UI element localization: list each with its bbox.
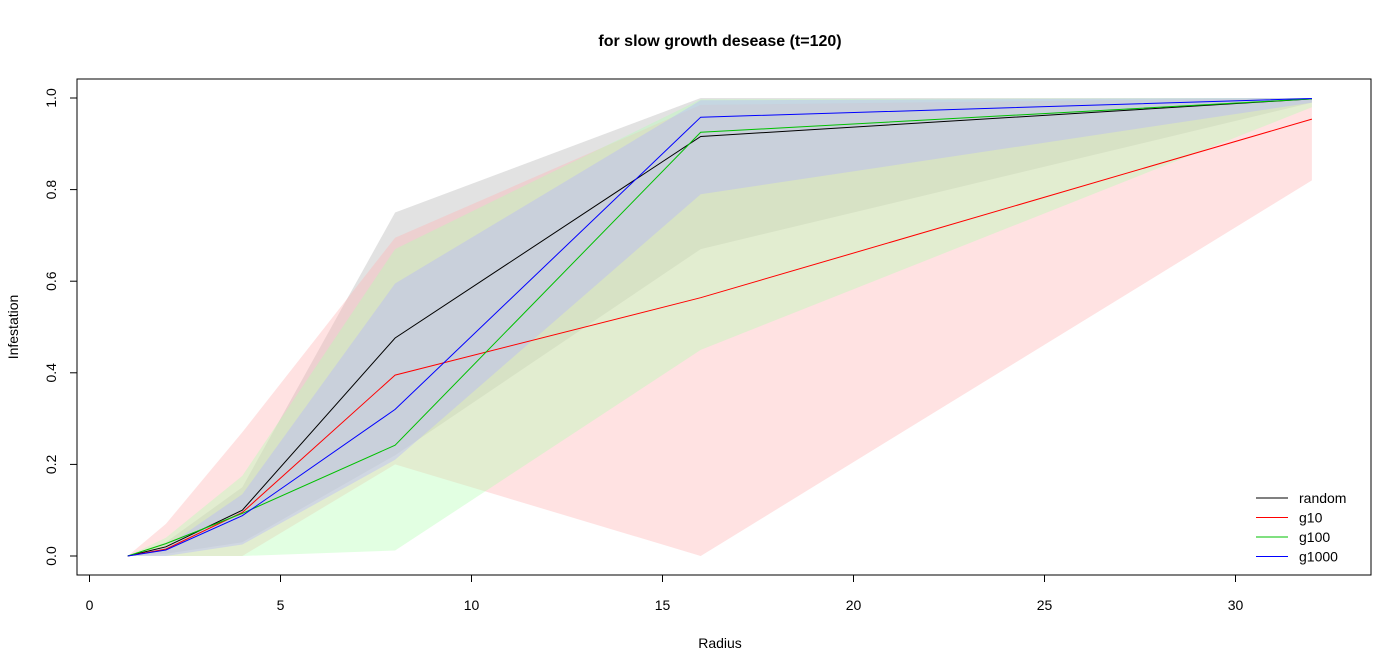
y-tick-label: 0.0 <box>43 546 59 566</box>
band-random <box>127 98 1312 556</box>
line-g10 <box>127 118 1313 557</box>
x-tick-label: 0 <box>86 597 94 613</box>
y-axis: 0.0 0.2 0.4 0.6 0.8 1.0 <box>43 88 78 566</box>
y-tick-label: 0.4 <box>43 363 59 383</box>
legend-label-g10: g10 <box>1299 510 1323 526</box>
y-axis-label: Infestation <box>5 295 21 360</box>
line-g100 <box>127 98 1312 557</box>
chart-title: for slow growth desease (t=120) <box>598 33 841 50</box>
series-lines <box>127 98 1313 557</box>
x-tick-label: 25 <box>1037 597 1053 613</box>
band-g10 <box>127 98 1312 556</box>
x-tick-label: 30 <box>1228 597 1244 613</box>
legend-label-g100: g100 <box>1299 529 1330 545</box>
x-axis: 0 5 10 15 20 25 30 <box>86 574 1244 613</box>
legend-label-g1000: g1000 <box>1299 549 1338 565</box>
legend: random g10 g100 g1000 <box>1256 490 1346 565</box>
confidence-bands <box>127 98 1312 556</box>
band-g1000 <box>127 98 1312 556</box>
line-g1000 <box>127 98 1312 557</box>
x-axis-label: Radius <box>698 635 742 651</box>
x-tick-label: 15 <box>655 597 671 613</box>
y-tick-label: 0.2 <box>43 454 59 474</box>
y-tick-label: 1.0 <box>43 88 59 108</box>
y-tick-label: 0.8 <box>43 180 59 200</box>
legend-label-random: random <box>1299 490 1346 506</box>
x-tick-label: 5 <box>277 597 285 613</box>
line-random <box>127 98 1312 557</box>
x-tick-label: 10 <box>464 597 480 613</box>
x-tick-label: 20 <box>846 597 862 613</box>
band-g100 <box>127 98 1312 556</box>
y-tick-label: 0.6 <box>43 271 59 291</box>
